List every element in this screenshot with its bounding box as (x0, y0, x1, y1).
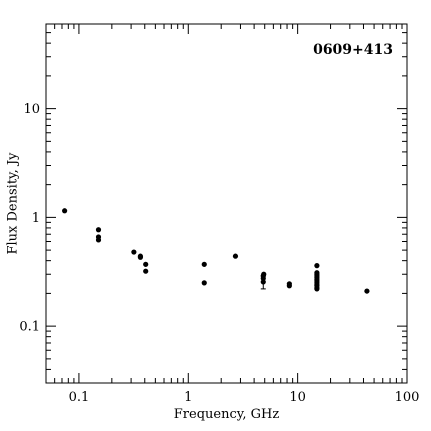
data-point (137, 254, 144, 260)
data-point (201, 261, 207, 267)
y-tick-label: 10 (23, 102, 40, 117)
data-point (131, 249, 137, 255)
y-tick-label: 1 (32, 211, 40, 226)
chart-title: 0609+413 (313, 42, 393, 58)
x-tick-label: 10 (289, 390, 306, 405)
x-axis-title: Frequency, GHz (174, 407, 280, 422)
data-point (95, 237, 102, 243)
data-point (286, 283, 292, 289)
data-point (260, 279, 266, 285)
x-tick-label: 0.1 (69, 390, 90, 405)
x-tick-label: 100 (395, 390, 420, 405)
data-point (314, 286, 320, 292)
data-point (95, 227, 102, 233)
data-point (143, 268, 149, 274)
ticks-layer: 0.1 1 10 100 0.1 1 10 (19, 23, 420, 405)
points-layer (62, 208, 370, 294)
data-point (201, 280, 207, 286)
data-point (232, 253, 239, 259)
data-point (314, 263, 320, 269)
y-tick-label: 0.1 (19, 320, 40, 335)
data-point (143, 261, 149, 267)
y-axis-title: Flux Density, Jy (6, 152, 21, 255)
x-tick-label: 1 (184, 390, 192, 405)
plot-frame (45, 23, 408, 384)
data-point (364, 288, 370, 294)
data-point (62, 208, 68, 214)
data-point (261, 271, 267, 277)
